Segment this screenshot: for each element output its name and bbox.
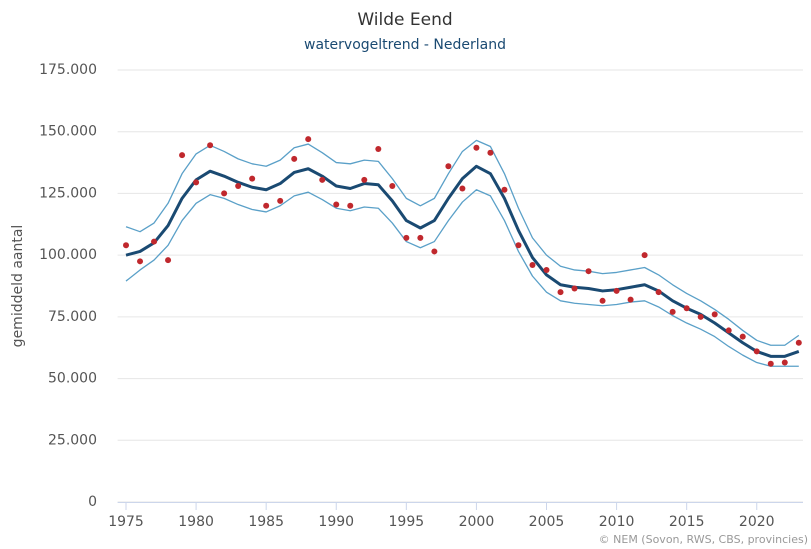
data-point [389, 183, 396, 190]
x-tick-label: 1995 [389, 514, 425, 530]
data-point [627, 296, 634, 303]
data-point [571, 285, 578, 292]
data-point [277, 197, 284, 204]
data-point [179, 152, 186, 159]
data-point [403, 234, 410, 241]
y-tick-label: 0 [88, 494, 97, 510]
data-point [375, 145, 382, 152]
data-point [305, 136, 312, 143]
y-tick-label: 100.000 [39, 247, 97, 263]
x-tick-label: 1975 [108, 514, 144, 530]
data-point [641, 252, 648, 259]
y-tick-label: 75.000 [48, 309, 97, 325]
y-tick-label: 50.000 [48, 371, 97, 387]
data-point [725, 327, 732, 334]
data-point [319, 176, 326, 183]
x-tick-label: 2010 [599, 514, 635, 530]
credit: © NEM (Sovon, RWS, CBS, provincies) [599, 533, 808, 546]
data-point [291, 155, 298, 162]
data-point [417, 234, 424, 241]
data-point [795, 339, 802, 346]
data-point [697, 313, 704, 320]
data-point [711, 311, 718, 318]
data-point [767, 360, 774, 367]
data-point [263, 202, 270, 209]
y-axis-label: gemiddeld aantal [10, 225, 26, 348]
x-tick-label: 1990 [318, 514, 354, 530]
data-point [431, 248, 438, 255]
data-point [151, 238, 158, 245]
data-point [249, 175, 256, 182]
data-point [613, 287, 620, 294]
y-tick-label: 25.000 [48, 432, 97, 448]
data-point [221, 190, 228, 197]
x-tick-label: 2005 [529, 514, 565, 530]
y-tick-label: 125.000 [39, 185, 97, 201]
data-point [739, 333, 746, 340]
data-point [781, 359, 788, 366]
data-point [585, 268, 592, 275]
data-point [655, 289, 662, 296]
x-tick-label: 1985 [248, 514, 284, 530]
data-point [207, 142, 214, 149]
data-point [473, 144, 480, 151]
data-point [753, 348, 760, 355]
data-point [529, 262, 536, 269]
data-point [137, 258, 144, 265]
data-point [501, 186, 508, 193]
data-point [165, 257, 172, 264]
x-tick-label: 2015 [669, 514, 705, 530]
data-point [445, 163, 452, 170]
data-point [347, 202, 354, 209]
data-point [599, 297, 606, 304]
data-point [487, 149, 494, 156]
x-tick-label: 1980 [178, 514, 214, 530]
chart-title: Wilde Eend [357, 10, 452, 30]
data-point [683, 305, 690, 312]
data-point [669, 308, 676, 315]
trend-line [125, 189, 799, 367]
data-point [543, 266, 550, 273]
trend-line [125, 139, 800, 346]
data-point [123, 242, 130, 249]
data-point [557, 289, 564, 296]
chart-subtitle: watervogeltrend - Nederland [304, 37, 506, 53]
y-tick-label: 150.000 [39, 124, 97, 140]
data-point [333, 201, 340, 208]
data-point [515, 242, 522, 249]
y-tick-label: 175.000 [39, 62, 97, 78]
data-point [459, 185, 466, 192]
x-tick-label: 2000 [459, 514, 495, 530]
data-point [193, 179, 200, 186]
data-point [235, 183, 242, 190]
data-point [361, 176, 368, 183]
x-tick-label: 2020 [739, 514, 775, 530]
